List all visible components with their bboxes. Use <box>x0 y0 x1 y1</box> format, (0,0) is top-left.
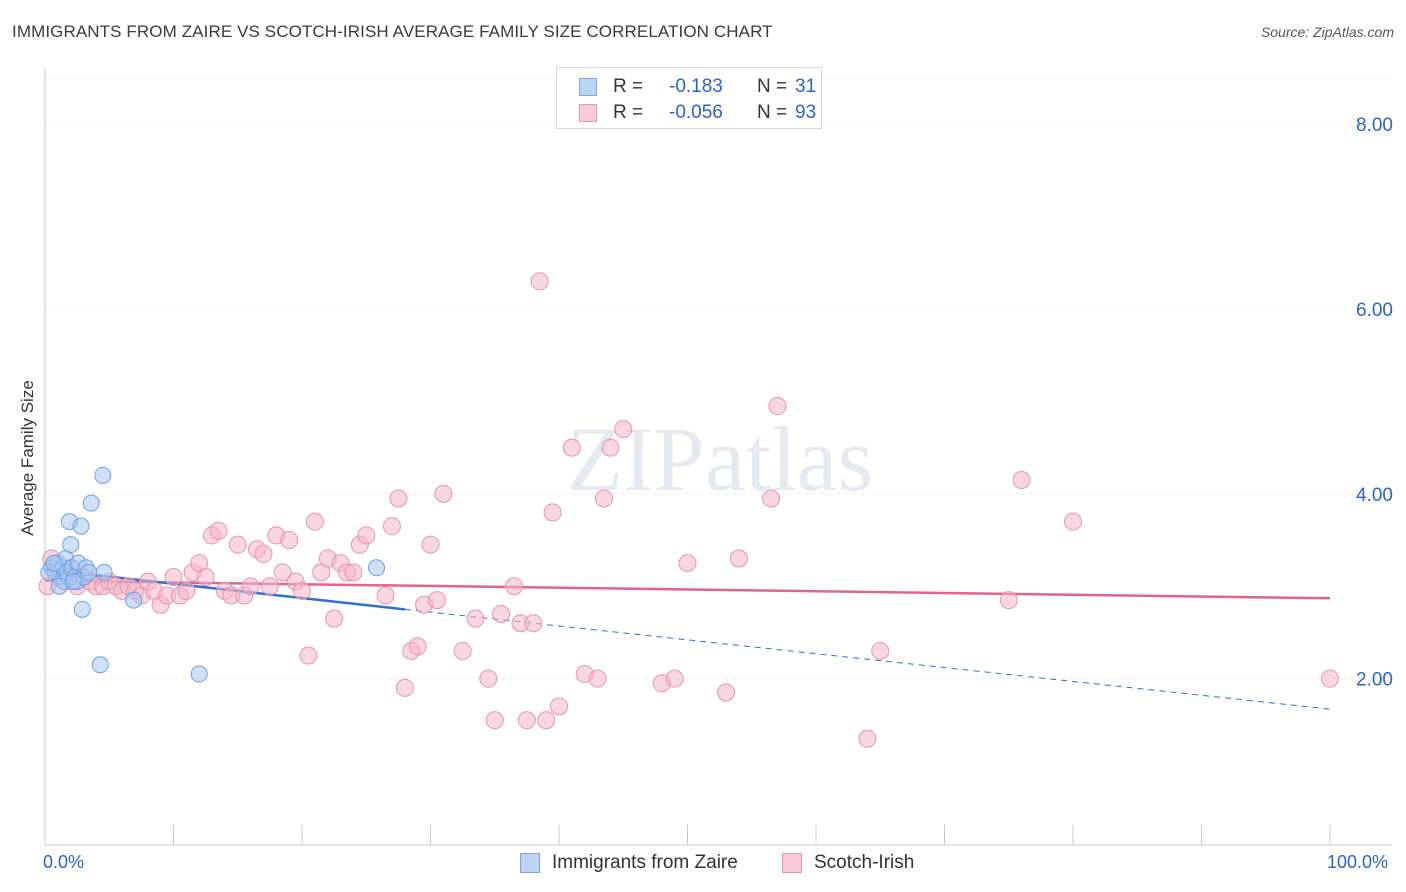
zaire-point <box>72 517 90 535</box>
scotch-irish-point <box>594 489 613 508</box>
scotch-irish-point <box>434 484 453 503</box>
y-axis-label: Average Family Size <box>18 380 37 536</box>
y-tick-label: 2.00 <box>1356 670 1393 691</box>
scotch-irish-point <box>729 549 748 568</box>
scotch-irish-point <box>858 729 877 748</box>
scotch-irish-point <box>389 489 408 508</box>
zaire-point <box>95 563 113 581</box>
scotch-irish-point <box>762 489 781 508</box>
correlation-legend: R = -0.183 N = 31 R = -0.056 N = 93 <box>556 67 822 129</box>
scotch-irish-point <box>408 637 427 656</box>
legend-swatch-blue <box>579 78 597 96</box>
scotch-irish-point <box>601 438 620 457</box>
scotch-irish-point <box>273 563 292 582</box>
legend-n-label: N = <box>757 102 788 123</box>
zaire-point <box>64 573 82 591</box>
zaire-point <box>190 665 208 683</box>
zaire-point <box>91 656 109 674</box>
scotch-irish-point <box>537 711 556 730</box>
scotch-irish-point <box>1321 669 1339 688</box>
scotch-irish-point <box>871 641 890 660</box>
scotch-irish-point <box>293 581 311 600</box>
scotch-irish-point <box>665 669 684 688</box>
zaire-point <box>80 563 98 581</box>
scotch-irish-point <box>241 577 260 596</box>
x-tick-label-min: 0.0% <box>43 852 85 872</box>
y-tick-labels: 2.00 4.00 6.00 8.00 <box>1356 115 1393 690</box>
scotch-irish-point <box>254 544 273 563</box>
scotch-irish-point <box>344 563 363 582</box>
scotch-irish-point <box>524 614 543 633</box>
scotch-irish-point <box>543 503 562 522</box>
scotch-irish-point <box>1012 470 1031 489</box>
scotch-irish-point <box>209 521 228 540</box>
scotch-irish-point <box>517 711 536 730</box>
scotch-irish-point <box>228 535 247 554</box>
scotch-irish-point <box>164 568 183 587</box>
y-tick-label: 8.00 <box>1356 115 1393 136</box>
scotch-irish-point <box>357 526 376 545</box>
zaire-point <box>62 536 80 554</box>
scotch-irish-point <box>427 591 446 610</box>
legend-swatch-pink <box>579 104 597 122</box>
legend-r-value: -0.056 <box>669 102 723 123</box>
watermark: ZIPatlas <box>567 408 874 510</box>
legend-n-value: 31 <box>795 76 817 97</box>
x-tick-label-max: 100.0% <box>1327 852 1389 872</box>
scotch-irish-point <box>550 697 568 716</box>
scotch-irish-point <box>562 438 581 457</box>
data-points <box>38 272 1339 748</box>
zaire-point <box>82 494 100 512</box>
scotch-irish-point <box>492 604 511 623</box>
legend-r-value: -0.183 <box>669 76 723 97</box>
scotch-irish-point <box>421 535 440 554</box>
scotch-irish-point <box>280 531 299 550</box>
y-tick-label: 4.00 <box>1356 485 1393 506</box>
scotch-irish-point <box>485 711 504 730</box>
legend-r-label: R = <box>613 76 644 97</box>
axes <box>44 68 1392 846</box>
zaire-point <box>73 600 91 618</box>
scotch-irish-point <box>999 591 1018 610</box>
scotch-irish-point <box>299 646 318 665</box>
scotch-irish-point <box>505 577 524 596</box>
scotch-irish-point <box>466 609 485 628</box>
scotch-irish-point <box>382 517 401 536</box>
zaire-trend-extension <box>404 608 1331 710</box>
bottom-legend-label: Scotch-Irish <box>814 852 915 873</box>
scotch-irish-point <box>530 272 549 291</box>
bottom-legend-swatch-blue <box>520 853 540 873</box>
zaire-point <box>125 591 143 609</box>
scotch-irish-point <box>177 581 196 600</box>
y-tick-label: 6.00 <box>1356 300 1393 321</box>
scotch-irish-point <box>768 397 787 416</box>
scotch-irish-point <box>395 678 414 697</box>
scotch-irish-point <box>1064 512 1082 531</box>
scotch-irish-point <box>614 420 633 439</box>
scotch-irish-point <box>260 577 279 596</box>
scotch-irish-point <box>588 669 607 688</box>
chart-title: IMMIGRANTS FROM ZAIRE VS SCOTCH-IRISH AV… <box>12 22 773 41</box>
zaire-point <box>45 554 63 572</box>
zaire-point <box>368 559 386 577</box>
scotch-irish-point <box>196 568 215 587</box>
legend-n-label: N = <box>757 76 788 97</box>
scotch-irish-point <box>717 683 736 702</box>
scotch-irish-point <box>305 512 324 531</box>
scotch-irish-point <box>325 609 344 628</box>
bottom-legend-swatch-pink <box>782 853 802 873</box>
legend-n-value: 93 <box>795 102 817 123</box>
zaire-point <box>94 466 112 484</box>
scotch-irish-point <box>376 586 395 605</box>
zaire-point <box>50 577 68 595</box>
bottom-legend-label: Immigrants from Zaire <box>552 852 738 873</box>
scotch-irish-point <box>479 669 498 688</box>
scotch-irish-point <box>678 554 697 573</box>
source-label: Source: ZipAtlas.com <box>1260 24 1394 40</box>
legend-r-label: R = <box>613 102 644 123</box>
scotch-irish-point <box>453 641 472 660</box>
